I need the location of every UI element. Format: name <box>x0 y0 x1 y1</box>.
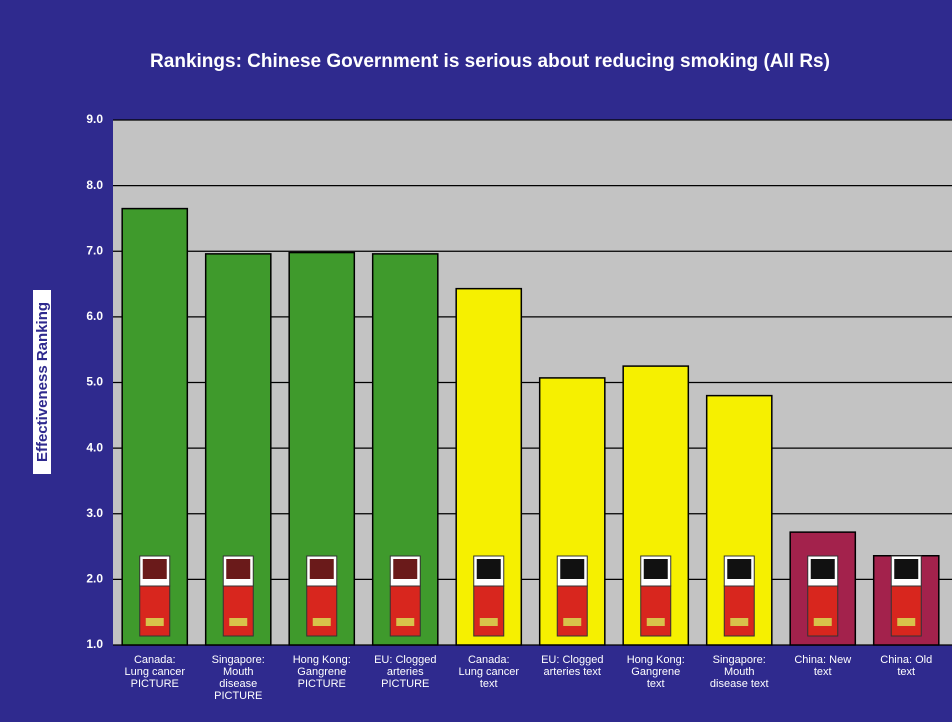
y-tick-label: 6.0 <box>86 309 103 323</box>
pack-image-emblem <box>813 618 832 626</box>
x-tick-label: Canada: Lung cancer PICTURE <box>124 654 186 690</box>
y-tick-label: 8.0 <box>86 178 103 192</box>
pack-image-body <box>306 585 338 637</box>
pack-image-label <box>309 559 334 579</box>
x-tick-label: Hong Kong: Gangrene text <box>626 654 685 690</box>
pack-image-label <box>810 559 835 579</box>
x-tick-label: Singapore: Mouth disease PICTURE <box>211 654 265 702</box>
y-tick-label: 4.0 <box>86 440 103 454</box>
pack-image-body <box>807 585 839 637</box>
y-label-bg <box>33 290 51 474</box>
y-tick-label: 3.0 <box>86 506 103 520</box>
pack-image-body <box>473 585 505 637</box>
pack-image-body <box>556 585 588 637</box>
pack-image-emblem <box>730 618 749 626</box>
y-tick-label: 9.0 <box>86 112 103 126</box>
pack-image-label <box>393 559 418 579</box>
x-tick-label: EU: Clogged arteries text <box>541 654 604 678</box>
pack-image-body <box>139 585 171 637</box>
x-tick-label: Singapore: Mouth disease text <box>709 654 769 690</box>
pack-image-emblem <box>563 618 582 626</box>
x-tick-label: Canada: Lung cancer text <box>458 654 520 690</box>
pack-image-emblem <box>897 618 916 626</box>
pack-image-emblem <box>479 618 498 626</box>
pack-image-body <box>222 585 254 637</box>
x-tick-label: EU: Clogged arteries PICTURE <box>374 654 437 690</box>
pack-image-label <box>643 559 668 579</box>
y-tick-label: 7.0 <box>86 243 103 257</box>
y-tick-label: 2.0 <box>86 572 103 586</box>
pack-image-emblem <box>646 618 665 626</box>
pack-image-body <box>389 585 421 637</box>
x-tick-label: China: New text <box>794 654 852 678</box>
x-tick-label: Hong Kong: Gangrene PICTURE <box>292 654 351 690</box>
pack-image-body <box>640 585 672 637</box>
pack-image-emblem <box>229 618 248 626</box>
chart-title: Rankings: Chinese Government is serious … <box>150 51 830 72</box>
pack-image-emblem <box>312 618 331 626</box>
pack-image-emblem <box>145 618 164 626</box>
pack-image-label <box>727 559 752 579</box>
pack-image-emblem <box>396 618 415 626</box>
pack-image-body <box>890 585 922 637</box>
pack-image-label <box>476 559 501 579</box>
y-tick-label: 1.0 <box>86 637 103 651</box>
y-label-group: Effectiveness Ranking <box>33 290 51 474</box>
pack-image-label <box>560 559 585 579</box>
pack-image-label <box>894 559 919 579</box>
pack-image-body <box>723 585 755 637</box>
pack-image-label <box>226 559 251 579</box>
pack-image-label <box>142 559 167 579</box>
x-tick-label: China: Old text <box>880 654 933 678</box>
y-axis-label: Effectiveness Ranking <box>34 302 51 462</box>
y-tick-label: 5.0 <box>86 375 103 389</box>
